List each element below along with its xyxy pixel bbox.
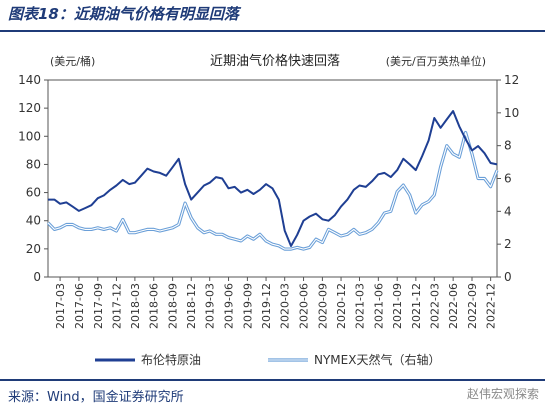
x-tick-label: 2018-12 <box>185 283 198 329</box>
x-tick-label: 2021-12 <box>410 283 423 329</box>
x-tick-label: 2018-06 <box>148 283 161 329</box>
series-brent-line <box>48 110 498 247</box>
y-right-tick-label: 12 <box>504 73 519 87</box>
x-tick-label: 2018-09 <box>167 283 180 329</box>
x-tick-label: 2019-03 <box>204 283 217 329</box>
bottom-rule <box>0 379 545 381</box>
x-tick-label: 2022-12 <box>485 283 498 329</box>
series-lines <box>46 110 499 251</box>
x-tick-label: 2021-03 <box>353 283 366 329</box>
chart: 近期油气价格快速回落 (美元/桶) (美元/百万英热单位) 0204060801… <box>18 53 519 367</box>
axes: 0 20 40 60 80 100 120 140 0 2 4 6 8 10 12 2017-03 2017-0… <box>18 73 519 329</box>
y-axis-right-label: (美元/百万英热单位) <box>386 54 486 68</box>
x-tick-label: 2019-12 <box>260 283 273 329</box>
x-tick-label: 2019-09 <box>241 283 254 329</box>
source-note: 来源：Wind，国金证券研究所 <box>8 390 184 405</box>
y-left-tick-label: 140 <box>18 73 41 87</box>
plot-frame <box>47 79 498 278</box>
x-tick-label: 2022-06 <box>447 283 460 329</box>
y-right-tick-label: 8 <box>504 139 512 153</box>
y-left-tick-label: 60 <box>26 186 41 200</box>
x-tick-label: 2018-03 <box>129 283 142 329</box>
y-right-tick-label: 2 <box>504 237 512 251</box>
legend: 布伦特原油 NYMEX天然气（右轴） <box>95 352 440 367</box>
x-tick-label: 2017-09 <box>92 283 105 329</box>
y-right-tick-label: 10 <box>504 106 519 120</box>
y-left-tick-label: 80 <box>26 157 41 171</box>
y-left-tick-label: 40 <box>26 214 41 228</box>
watermark: 赵伟宏观探索 <box>466 387 539 401</box>
y-right-tick-label: 6 <box>504 172 512 186</box>
y-axis-left-label: (美元/桶) <box>50 54 95 68</box>
top-rule <box>0 30 545 32</box>
y-left-tick-label: 0 <box>33 270 41 284</box>
chart-title: 近期油气价格快速回落 <box>210 53 340 69</box>
figure-title: 图表18：近期油气价格有明显回落 <box>8 5 239 23</box>
x-tick-label: 2022-03 <box>428 283 441 329</box>
x-tick-label: 2017-06 <box>73 283 86 329</box>
x-tick-label: 2017-12 <box>110 283 123 329</box>
x-tick-label: 2021-06 <box>372 283 385 329</box>
x-tick-label: 2020-03 <box>279 283 292 329</box>
x-tick-label: 2019-06 <box>223 283 236 329</box>
x-tick-label: 2020-06 <box>298 283 311 329</box>
y-right-tick-label: 4 <box>504 204 512 218</box>
legend-brent-label: 布伦特原油 <box>141 352 201 367</box>
x-tick-label: 2020-12 <box>335 283 348 329</box>
legend-nymex-label: NYMEX天然气（右轴） <box>314 352 440 367</box>
x-tick-label: 2021-09 <box>391 283 404 329</box>
series-nymex-gas-line <box>46 130 499 251</box>
y-left-tick-label: 120 <box>18 101 41 115</box>
series-nymex-gas-line-inner <box>47 131 498 250</box>
y-left-tick-label: 20 <box>26 242 41 256</box>
y-right-tick-label: 0 <box>504 270 512 284</box>
y-left-tick-label: 100 <box>18 129 41 143</box>
x-tick-label: 2020-09 <box>316 283 329 329</box>
x-tick-label: 2022-09 <box>466 283 479 329</box>
x-tick-label: 2017-03 <box>54 283 67 329</box>
